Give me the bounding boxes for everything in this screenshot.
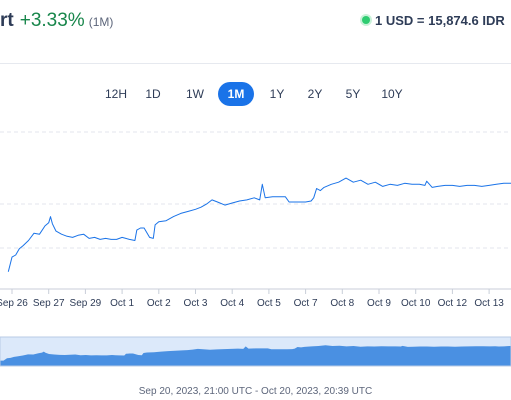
change-percent: +3.33% — [19, 10, 85, 31]
tab-10y[interactable]: 10Y — [381, 87, 403, 101]
x-tick-label-6: Oct 4 — [220, 298, 244, 309]
x-tick-label-0: Sep 26 — [0, 298, 28, 309]
rate-usd: 1 USD — [375, 13, 414, 28]
tab-12h[interactable]: 12H — [104, 87, 127, 101]
x-tick-label-12: Oct 12 — [438, 298, 468, 309]
tab-1m[interactable]: 1M — [218, 82, 254, 106]
header-divider — [0, 63, 511, 64]
x-tick-label-2: Sep 29 — [70, 298, 102, 309]
x-tick-label-5: Oct 3 — [184, 298, 208, 309]
navigator-area — [0, 345, 511, 366]
x-tick-label-9: Oct 8 — [330, 298, 354, 309]
tab-5y[interactable]: 5Y — [345, 87, 361, 101]
x-tick-label-8: Oct 7 — [294, 298, 318, 309]
tab-1w[interactable]: 1W — [186, 87, 204, 101]
tab-1y[interactable]: 1Y — [269, 87, 285, 101]
page-title: rt +3.33% (1M) — [0, 10, 113, 32]
tab-1d[interactable]: 1D — [145, 87, 161, 101]
x-tick-label-4: Oct 2 — [147, 298, 171, 309]
x-tick-label-10: Oct 9 — [367, 298, 391, 309]
x-tick-label-3: Oct 1 — [110, 298, 134, 309]
x-tick-label-11: Oct 10 — [401, 298, 431, 309]
tab-2y[interactable]: 2Y — [307, 87, 323, 101]
live-status-dot-icon — [362, 16, 370, 24]
live-rate: 1 USD = 15,874.6 IDROc — [362, 13, 511, 28]
rate-line — [7, 177, 511, 272]
date-range-text: Sep 20, 2023, 21:00 UTC - Oct 20, 2023, … — [138, 386, 373, 397]
navigator-frame — [0, 336, 511, 367]
x-tick-label-7: Oct 5 — [257, 298, 281, 309]
x-tick-label-1: Sep 27 — [33, 298, 65, 309]
change-period: (1M) — [88, 15, 114, 29]
rate-value: = 15,874.6 IDR — [416, 13, 505, 28]
x-tick-label-13: Oct 13 — [474, 298, 504, 309]
title-fragment: rt — [0, 10, 14, 31]
